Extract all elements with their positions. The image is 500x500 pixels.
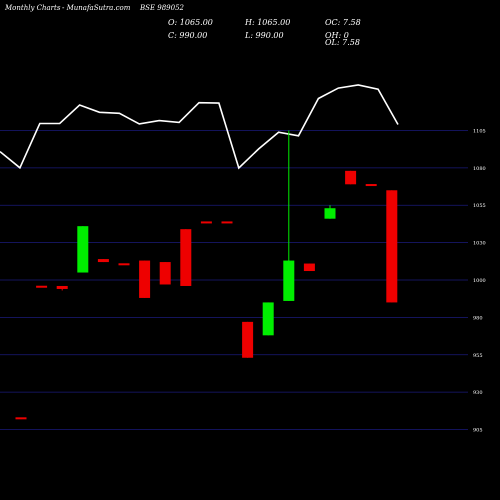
y-tick-label: 955 — [473, 353, 483, 359]
oc-value: OC: 7.58 — [325, 18, 361, 27]
candle-body — [303, 263, 315, 272]
candle-body — [386, 190, 398, 303]
y-axis-ticks: 1105 1080 1055 1030 1000 980 955 930 905 — [473, 128, 486, 433]
candle-body — [159, 262, 171, 285]
candle-body — [283, 260, 295, 301]
candle — [324, 205, 336, 219]
candle-body — [15, 417, 27, 420]
candle — [345, 170, 357, 185]
candle — [242, 321, 254, 358]
candle — [56, 285, 68, 291]
candle-body — [200, 221, 212, 224]
oh-value: OH: 0 — [325, 31, 349, 40]
site-title: Monthly Charts — [4, 4, 61, 12]
y-tick-label: 1000 — [473, 278, 486, 284]
y-tick-label: 980 — [473, 315, 483, 321]
candle — [159, 262, 171, 285]
candle-body — [36, 285, 48, 288]
candles — [15, 130, 398, 420]
candle — [15, 417, 27, 420]
overlay-line — [0, 84, 399, 170]
low-value: L: 990.00 — [244, 31, 284, 40]
y-tick-label: 1030 — [473, 241, 486, 247]
candle — [139, 260, 151, 298]
candle-body — [77, 226, 89, 273]
candle — [118, 263, 130, 266]
open-value: O: 1065.00 — [168, 18, 213, 27]
y-tick-label: 905 — [473, 428, 483, 434]
symbol-title: BSE 989052 — [139, 4, 185, 12]
candle-body — [345, 170, 357, 185]
candle — [386, 190, 398, 303]
candle — [180, 229, 192, 286]
candle — [262, 302, 274, 336]
candle-body — [97, 259, 109, 263]
candle-body — [118, 263, 130, 266]
candle-body — [180, 229, 192, 286]
high-value: H: 1065.00 — [244, 18, 290, 27]
candle-body — [56, 285, 68, 289]
candle — [283, 130, 295, 301]
candle — [221, 221, 233, 224]
ol-value: OL: 7.58 — [325, 38, 360, 47]
candle — [303, 263, 315, 272]
candle-body — [221, 221, 233, 224]
candle-body — [365, 184, 377, 187]
close-value: C: 990.00 — [168, 31, 207, 40]
y-tick-label: 930 — [473, 390, 483, 396]
source-title: - MunafaSutra.com — [62, 4, 131, 12]
candle-body — [139, 260, 151, 298]
candle — [77, 226, 89, 273]
overlay-line-path — [0, 84, 399, 170]
y-tick-label: 1055 — [473, 203, 486, 209]
candle — [200, 221, 212, 224]
y-tick-label: 1105 — [473, 128, 486, 134]
candle-body — [324, 208, 336, 219]
candle-body — [262, 302, 274, 336]
candle — [36, 285, 48, 288]
candle — [365, 184, 377, 187]
candle-body — [242, 321, 254, 358]
y-tick-label: 1080 — [473, 166, 486, 172]
candle — [97, 259, 109, 263]
